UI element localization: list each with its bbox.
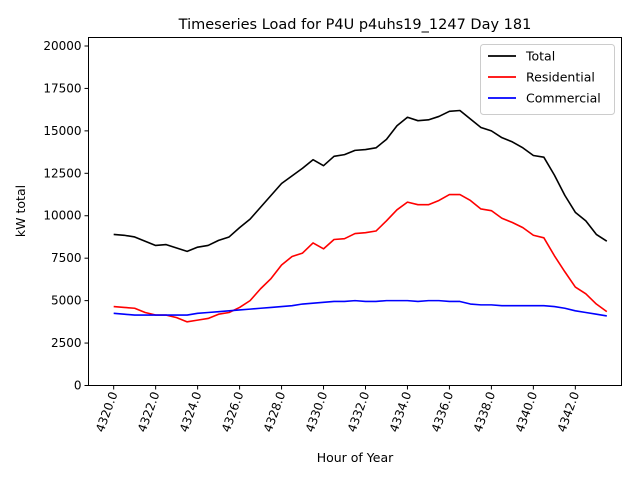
legend-label-total: Total (525, 49, 555, 64)
x-tick-label: 4320.0 (93, 390, 121, 434)
y-tick-label: 15000 (43, 124, 81, 138)
y-tick-label: 2500 (51, 336, 82, 350)
y-tick-label: 20000 (43, 39, 81, 53)
plot-frame (88, 37, 622, 386)
chart-title: Timeseries Load for P4U p4uhs19_1247 Day… (178, 17, 532, 33)
y-tick-label: 7500 (51, 251, 82, 265)
x-tick-label: 4324.0 (177, 390, 205, 434)
legend-box (480, 44, 615, 115)
x-tick-label: 4338.0 (471, 390, 499, 434)
x-axis: 4320.0 4322.0 4324.0 4326.0 4328.0 4330.0 4332… (93, 385, 583, 434)
y-tick-label: 0 (74, 379, 82, 393)
x-tick-label: 4332.0 (345, 390, 373, 434)
x-tick-label: 4336.0 (429, 390, 457, 434)
x-tick-label: 4340.0 (513, 390, 541, 434)
x-tick-label: 4322.0 (135, 390, 163, 434)
y-axis: 0 2500 5000 7500 10000 12500 15000 17500 20000 (43, 39, 89, 393)
x-tick-label: 4326.0 (219, 390, 247, 434)
series-line-commercial (113, 299, 607, 317)
x-axis-label: Hour of Year (317, 450, 394, 465)
x-tick-label: 4330.0 (303, 390, 331, 434)
x-tick-label: 4334.0 (387, 390, 415, 434)
y-tick-label: 5000 (51, 294, 82, 308)
series-line-total (113, 109, 608, 253)
y-tick-label: 17500 (43, 81, 81, 95)
y-axis-label: kW total (13, 185, 28, 237)
x-tick-label: 4328.0 (261, 390, 289, 434)
series-layer (113, 109, 608, 323)
y-tick-label: 12500 (43, 166, 81, 180)
legend-label-residential: Residential (526, 70, 595, 85)
series-line-residential (113, 193, 608, 323)
legend-label-commercial: Commercial (526, 91, 601, 106)
legend: Total Residential Commercial (480, 44, 615, 115)
y-tick-label: 10000 (43, 209, 81, 223)
x-tick-label: 4342.0 (555, 390, 583, 434)
